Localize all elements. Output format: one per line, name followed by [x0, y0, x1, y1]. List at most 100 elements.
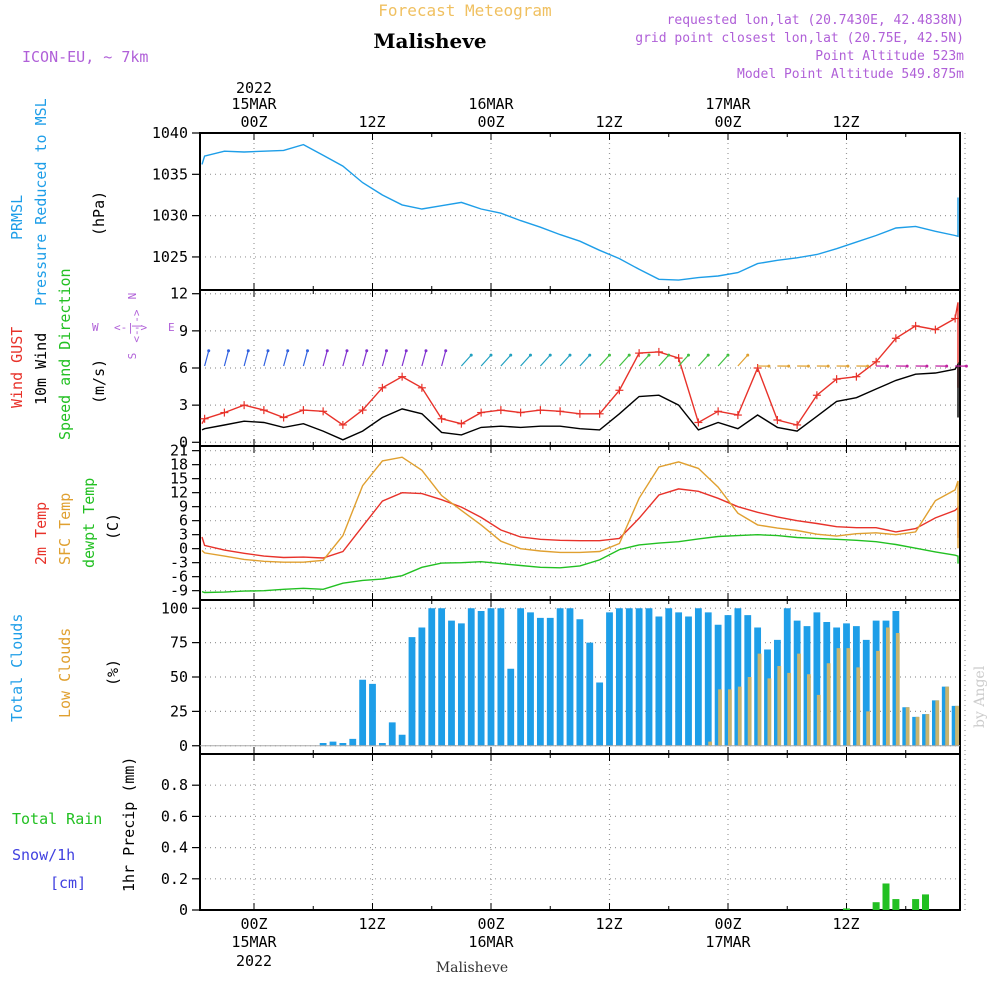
low-cloud-bar [777, 666, 782, 746]
y-tick-label: 1025 [152, 248, 188, 266]
label-hpa: (hPa) [90, 191, 108, 236]
wind-arrow [460, 354, 472, 367]
bottom-hour-2: 12Z [358, 915, 385, 933]
wind-arrow-head [706, 353, 710, 357]
bottom-hour-5: 00Z [714, 915, 741, 933]
rain-bar [892, 899, 900, 910]
low-cloud-bar [737, 686, 742, 746]
wind-arrow [520, 354, 531, 367]
label-wind-gust: Wind GUST [8, 327, 26, 408]
series-line-temperature-1 [201, 456, 959, 563]
total-cloud-bar [457, 623, 465, 746]
y-tick-label: 3 [179, 396, 188, 414]
wind-arrow-head [384, 349, 388, 353]
total-cloud-bar [615, 608, 623, 746]
compass-s: S [126, 353, 139, 360]
total-cloud-bar [359, 679, 367, 746]
total-cloud-bar [398, 734, 406, 746]
wind-arrow-head [404, 349, 408, 353]
y-tick-label: 0.2 [161, 870, 188, 888]
series-line-pressure-0 [201, 143, 959, 281]
wind-arrow-head [767, 364, 771, 368]
requested-coords: requested lon,lat (20.7430E, 42.4838N) [667, 13, 964, 28]
y-tick-label: 15 [170, 470, 188, 488]
point-altitude: Point Altitude 523m [815, 49, 964, 64]
rain-bar [912, 899, 920, 910]
low-cloud-bar [955, 705, 959, 746]
bottom-hour-6: 12Z [832, 915, 859, 933]
wind-arrow-head [266, 349, 270, 353]
total-cloud-bar [635, 608, 643, 746]
low-cloud-bar [757, 653, 762, 746]
y-tick-label: 9 [179, 322, 188, 340]
wind-arrow [678, 354, 689, 367]
low-cloud-bar [895, 633, 900, 746]
top-date-1: 15MAR [231, 95, 277, 113]
low-cloud-bar [747, 677, 752, 746]
wind-arrow [381, 350, 388, 367]
low-cloud-bar [826, 663, 831, 746]
total-cloud-bar [566, 608, 574, 746]
total-cloud-bar [724, 615, 732, 746]
total-cloud-bar [487, 608, 495, 746]
y-tick-label: 0.6 [161, 807, 188, 825]
wind-arrow-head [964, 364, 968, 368]
panel-frame-precip [199, 753, 961, 911]
series-line-temperature-0 [201, 488, 959, 559]
low-cloud-bar [856, 667, 861, 746]
low-cloud-bar [935, 700, 940, 746]
y-tick-label: 0 [179, 901, 188, 919]
total-cloud-bar [428, 608, 436, 746]
total-cloud-bar [556, 608, 564, 746]
wind-arrow-head [509, 353, 513, 357]
low-cloud-bar [876, 650, 880, 746]
label-low-clouds: Low Clouds [56, 628, 74, 718]
total-cloud-bar [536, 617, 544, 746]
wind-arrow [618, 354, 630, 367]
compass-vertical: <-|-> [130, 309, 143, 342]
compass-e: E [168, 321, 175, 334]
wind-arrow [480, 354, 492, 367]
y-tick-label: 0 [179, 540, 188, 558]
label-total-rain: Total Rain [12, 810, 102, 828]
bottom-hour-3: 00Z [477, 915, 504, 933]
top-date-3: 17MAR [705, 95, 751, 113]
bottom-date-3: 17MAR [705, 933, 751, 951]
total-cloud-bar [378, 743, 386, 746]
panel-frame-pressure [199, 132, 961, 291]
wind-arrow-head [246, 349, 250, 353]
y-tick-label: 25 [170, 702, 188, 720]
wind-arrow-head [726, 353, 730, 357]
wind-arrow-head [528, 353, 532, 357]
total-cloud-bar [675, 612, 683, 746]
total-cloud-bar [862, 639, 870, 746]
total-cloud-bar [329, 741, 337, 746]
compass-horizontal: <-|-> [114, 321, 147, 334]
y-tick-label: 1030 [152, 207, 188, 225]
grid-point-coords: grid point closest lon,lat (20.75E, 42.5… [635, 31, 964, 46]
label-c: (C) [104, 513, 122, 540]
y-tick-label: -3 [170, 554, 188, 572]
y-tick-label: -6 [170, 568, 188, 586]
top-hour-1: 00Z [240, 113, 267, 131]
model-label: ICON-EU, ~ 7km [22, 48, 148, 66]
low-cloud-bar [787, 672, 792, 746]
wind-arrow-head [305, 349, 309, 353]
total-cloud-bar [448, 620, 455, 746]
total-cloud-bar [813, 612, 821, 746]
y-tick-label: 21 [170, 442, 188, 460]
label-10m-wind: 10m Wind [32, 333, 50, 405]
label-cm: [cm] [50, 874, 86, 892]
product-title: Forecast Meteogram [378, 1, 551, 20]
y-tick-label: 75 [170, 634, 188, 652]
y-tick-label: 0 [179, 433, 188, 451]
top-hour-5: 00Z [714, 113, 741, 131]
total-cloud-bar [586, 642, 594, 746]
series-line-temperature-2 [201, 533, 959, 594]
y-tick-label: 12 [170, 285, 188, 303]
label-ms: (m/s) [90, 359, 108, 404]
y-tick-label: 1035 [152, 165, 188, 183]
model-altitude: Model Point Altitude 549.875m [737, 67, 964, 82]
total-cloud-bar [319, 743, 327, 746]
y-tick-label: -9 [170, 582, 188, 600]
